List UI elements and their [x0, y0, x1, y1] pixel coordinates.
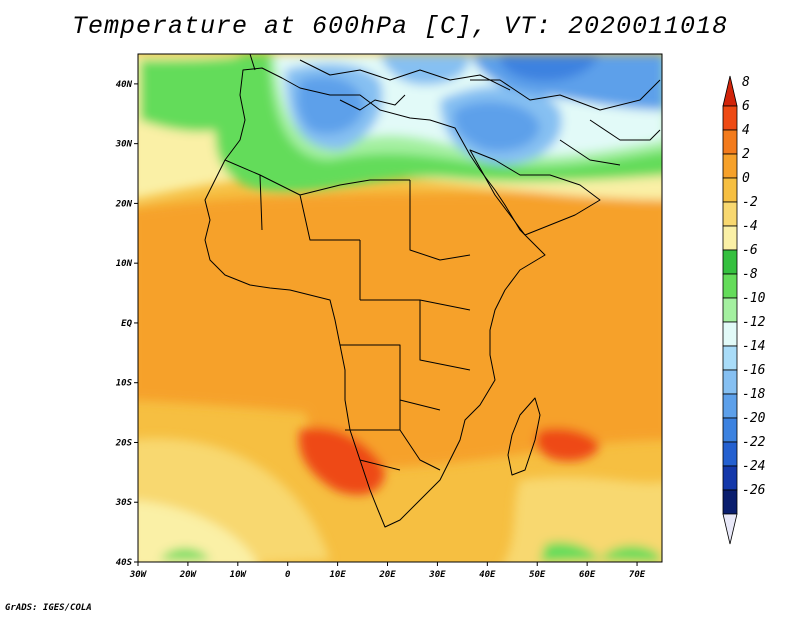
- colorbar-swatch: [722, 513, 738, 545]
- colorbar-label: 8: [742, 75, 750, 90]
- colorbar-label: -16: [742, 363, 766, 378]
- colorbar-swatch: [722, 441, 738, 467]
- colorbar-swatch: [722, 75, 738, 107]
- colorbar-label: 2: [742, 147, 750, 162]
- map-title: Temperature at 600hPa [C], VT: 202001101…: [71, 12, 729, 41]
- x-tick-label: 0: [285, 570, 291, 580]
- colorbar-label: -12: [742, 315, 766, 330]
- colorbar-label: -14: [742, 339, 765, 354]
- colorbar-swatch: [722, 177, 738, 203]
- colorbar-label: -20: [742, 411, 766, 426]
- y-tick-label: 10N: [116, 259, 133, 269]
- x-tick-label: 20W: [179, 570, 198, 580]
- colorbar-label: 0: [742, 171, 750, 186]
- y-tick-label: 20N: [115, 199, 133, 209]
- coastline: [204, 54, 661, 528]
- y-axis: 40N 30N 20N 10N EQ 10S 20S 30S 40S: [115, 80, 138, 568]
- colorbar-swatch: [722, 489, 738, 515]
- colorbar-swatch: [722, 129, 738, 155]
- x-tick-label: 30E: [428, 570, 446, 580]
- x-axis: 30W 20W 10W 0 10E 20E 30E 40E 50E 60E 70E: [129, 562, 646, 580]
- contour-field: [138, 54, 662, 562]
- colorbar-swatch: [722, 105, 738, 131]
- map-frame: [137, 53, 663, 563]
- y-tick-label: 10S: [116, 379, 133, 389]
- x-tick-label: 40E: [479, 570, 496, 580]
- colorbar: 8 6 4 2 0 -2 -4 -6 -8 -10 -12 -14 -16 -18 -20 -22 -24 -26: [722, 75, 766, 545]
- y-tick-label: 30S: [115, 498, 133, 508]
- colorbar-swatch: [722, 369, 738, 395]
- colorbar-swatch: [722, 417, 738, 443]
- colorbar-label: -2: [742, 195, 758, 210]
- credit-label: GrADS: IGES/COLA: [5, 603, 92, 613]
- colorbar-swatch: [722, 153, 738, 179]
- colorbar-label: -22: [742, 435, 766, 450]
- colorbar-swatch: [722, 225, 738, 251]
- colorbar-swatch: [722, 273, 738, 299]
- x-tick-label: 30W: [129, 570, 148, 580]
- colorbar-label: -26: [742, 483, 766, 498]
- x-tick-label: 10W: [230, 570, 248, 580]
- y-tick-label: 30N: [115, 140, 133, 150]
- y-tick-label: 40N: [116, 80, 133, 90]
- colorbar-label: -18: [742, 387, 766, 402]
- colorbar-swatch: [722, 393, 738, 419]
- colorbar-label: 4: [742, 123, 750, 138]
- colorbar-label: 6: [742, 99, 750, 114]
- colorbar-swatch: [722, 345, 738, 371]
- y-tick-label: 40S: [116, 558, 133, 568]
- colorbar-label: -6: [742, 243, 758, 258]
- x-tick-label: 20E: [378, 570, 396, 580]
- colorbar-swatch: [722, 201, 738, 227]
- colorbar-swatch: [722, 321, 738, 347]
- y-tick-label: 20S: [115, 438, 133, 448]
- colorbar-swatch: [722, 249, 738, 275]
- colorbar-swatch: [722, 297, 738, 323]
- colorbar-label: -24: [742, 459, 765, 474]
- x-tick-label: 50E: [529, 570, 546, 580]
- x-tick-label: 10E: [329, 570, 346, 580]
- colorbar-swatch: [722, 465, 738, 491]
- colorbar-label: -8: [742, 267, 758, 282]
- x-tick-label: 60E: [579, 570, 596, 580]
- y-tick-label: EQ: [121, 319, 132, 329]
- colorbar-label: -10: [742, 291, 766, 306]
- colorbar-label: -4: [742, 219, 758, 234]
- x-tick-label: 70E: [629, 570, 646, 580]
